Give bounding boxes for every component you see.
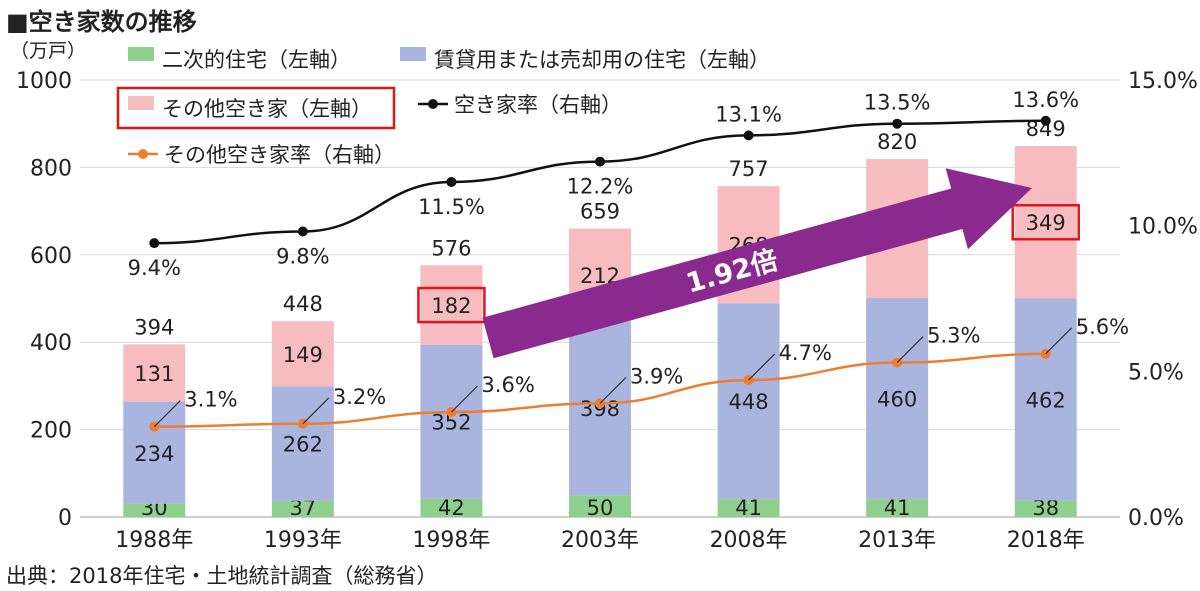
- label-leader-line: [896, 336, 924, 364]
- line-value-label: 9.4%: [128, 256, 181, 280]
- series-point: [297, 226, 308, 237]
- highlight-box: [417, 286, 486, 324]
- label-leader-line: [1045, 327, 1073, 355]
- x-tick-label: 1993年: [264, 528, 342, 553]
- legend-swatch: [400, 47, 426, 61]
- x-tick-label: 1998年: [412, 528, 490, 553]
- line-value-label: 3.6%: [481, 373, 534, 397]
- chart-title: ■空き家数の推移: [6, 8, 197, 36]
- line-value-label: 5.6%: [1076, 315, 1129, 339]
- line-value-label: 9.8%: [276, 244, 329, 268]
- bar-value-label: 41: [735, 496, 762, 520]
- highlight-box: [1011, 203, 1080, 241]
- bar-segment: [420, 265, 483, 345]
- bar-total-label: 448: [283, 292, 323, 316]
- legend-highlight-box: [116, 86, 396, 130]
- x-tick-label: 1988年: [115, 528, 193, 553]
- chart-source: 出典：2018年住宅・土地統計調査（総務省）: [6, 564, 438, 588]
- series-point: [595, 156, 605, 167]
- bar-segment: [123, 503, 186, 517]
- series-point: [149, 238, 160, 249]
- y-right-tick-label: 10.0%: [1128, 215, 1198, 240]
- bar-segment: [717, 303, 780, 500]
- y-left-tick-label: 600: [30, 244, 72, 269]
- line-value-label: 13.6%: [1012, 88, 1079, 112]
- bar-segment: [123, 344, 186, 402]
- bar-value-label: 349: [1026, 211, 1066, 235]
- y-left-tick-label: 0: [58, 506, 72, 531]
- bar-value-label: 448: [729, 390, 769, 414]
- line-value-label: 13.1%: [715, 102, 782, 126]
- line-value-label: 3.9%: [630, 364, 683, 388]
- line-value-label: 3.1%: [184, 388, 237, 412]
- legend-swatch: [128, 96, 154, 110]
- x-tick-label: 2018年: [1007, 528, 1085, 553]
- legend-label: 二次的住宅（左軸）: [162, 48, 351, 72]
- bar-segment: [866, 298, 929, 500]
- bar-value-label: 234: [134, 442, 174, 466]
- bar-segment: [569, 495, 631, 517]
- bar-segment: [420, 498, 483, 517]
- bar-value-label: 262: [283, 433, 323, 457]
- x-tick-label: 2003年: [561, 528, 639, 553]
- series-point: [743, 130, 754, 141]
- bar-value-label: 182: [431, 294, 471, 318]
- y-left-tick-label: 400: [30, 331, 72, 356]
- bar-segment: [420, 344, 483, 499]
- bar-total-label: 820: [877, 130, 917, 154]
- label-leader-line: [451, 385, 478, 413]
- y-right-tick-label: 5.0%: [1128, 360, 1184, 385]
- bar-value-label: 462: [1026, 388, 1066, 412]
- bar-value-label: 149: [283, 343, 323, 367]
- legend-marker: [428, 99, 438, 109]
- bar-value-label: 42: [438, 496, 465, 520]
- label-leader-line: [599, 376, 627, 404]
- y-left-tick-label: 1000: [16, 69, 72, 94]
- bar-segment: [717, 499, 780, 517]
- bar-value-label: 460: [877, 388, 917, 412]
- legend-label: その他空き家率（右軸）: [164, 143, 395, 167]
- legend-marker: [138, 149, 148, 159]
- y-right-tick-label: 0.0%: [1128, 506, 1184, 531]
- line-value-label: 3.2%: [333, 385, 386, 409]
- legend-label: 空き家率（右軸）: [454, 93, 622, 117]
- bar-segment: [271, 321, 334, 387]
- x-tick-label: 2008年: [710, 528, 788, 553]
- legend-label: その他空き家（左軸）: [162, 97, 372, 121]
- series-point: [892, 118, 903, 129]
- bar-total-label: 576: [431, 236, 471, 260]
- series-point: [1040, 115, 1051, 126]
- bar-segment: [271, 500, 334, 517]
- bar-value-label: 41: [884, 496, 911, 520]
- bar-segment: [1014, 145, 1077, 299]
- bar-segment: [1014, 500, 1077, 517]
- bar-segment: [123, 401, 186, 504]
- bar-total-label: 394: [134, 315, 174, 339]
- bar-segment: [866, 499, 929, 517]
- line-value-label: 5.3%: [927, 324, 980, 348]
- line-value-label: 4.7%: [779, 341, 832, 365]
- bar-segment: [271, 386, 334, 501]
- series-point: [446, 176, 457, 187]
- label-leader-line: [153, 400, 181, 428]
- bar-total-label: 659: [580, 200, 620, 224]
- bar-value-label: 131: [134, 362, 174, 386]
- y-left-tick-label: 200: [30, 419, 72, 444]
- label-leader-line: [302, 397, 330, 425]
- label-leader-line: [748, 353, 775, 381]
- line-value-label: 11.5%: [418, 195, 485, 219]
- y-left-tick-label: 800: [30, 156, 72, 181]
- growth-arrow: [482, 168, 1032, 359]
- line-value-label: 12.2%: [567, 175, 634, 199]
- bar-value-label: 50: [587, 496, 614, 520]
- x-tick-label: 2013年: [858, 528, 936, 553]
- y-left-unit-label: （万戸）: [10, 40, 86, 62]
- line-value-label: 13.5%: [864, 91, 931, 115]
- legend-swatch: [128, 47, 154, 61]
- bar-segment: [1014, 298, 1077, 501]
- legend-label: 賃貸用または売却用の住宅（左軸）: [434, 48, 770, 72]
- y-right-tick-label: 15.0%: [1128, 69, 1198, 94]
- bar-total-label: 757: [729, 157, 769, 181]
